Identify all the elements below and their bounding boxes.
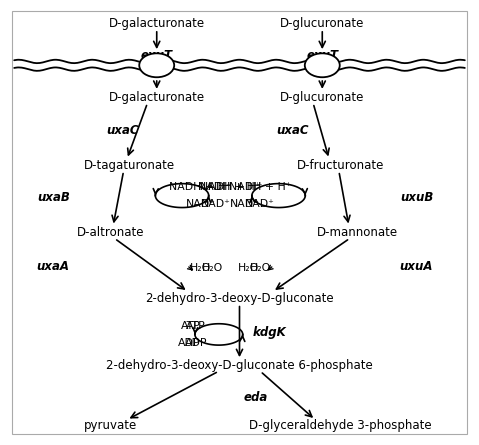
Text: pyruvate: pyruvate (84, 419, 137, 433)
Text: NAD⁺: NAD⁺ (185, 199, 216, 209)
Text: H₂O: H₂O (238, 263, 259, 273)
Ellipse shape (305, 53, 340, 77)
Text: uxaA: uxaA (37, 260, 70, 273)
Text: ATP: ATP (181, 321, 200, 331)
Text: kdgK: kdgK (252, 326, 286, 339)
Text: uxaB: uxaB (37, 191, 70, 204)
Text: D-altronate: D-altronate (77, 226, 145, 239)
Text: D-mannonate: D-mannonate (317, 226, 398, 239)
Text: H₂O: H₂O (202, 263, 223, 273)
Text: D-tagaturonate: D-tagaturonate (83, 159, 175, 172)
Text: D-glyceraldehyde 3-phosphate: D-glyceraldehyde 3-phosphate (250, 419, 432, 433)
Text: 2-dehydro-3-deoxy-D-gluconate 6-phosphate: 2-dehydro-3-deoxy-D-gluconate 6-phosphat… (106, 359, 373, 372)
Text: D-galacturonate: D-galacturonate (109, 91, 205, 104)
Text: H₂O: H₂O (190, 263, 211, 273)
Text: NAD⁺: NAD⁺ (230, 199, 260, 209)
Text: ADP: ADP (178, 338, 200, 348)
Text: D-galacturonate: D-galacturonate (109, 17, 205, 30)
Text: uxuA: uxuA (400, 260, 433, 273)
Text: 2-dehydro-3-deoxy-D-gluconate: 2-dehydro-3-deoxy-D-gluconate (145, 292, 334, 305)
Text: uxaC: uxaC (106, 124, 138, 137)
Text: NADH + H⁺: NADH + H⁺ (229, 182, 291, 193)
Text: D-fructuronate: D-fructuronate (297, 159, 384, 172)
Text: NADH + H⁺: NADH + H⁺ (169, 182, 232, 193)
Text: exuT: exuT (306, 49, 338, 62)
Text: NADH + H⁺: NADH + H⁺ (200, 182, 263, 193)
Text: exuT: exuT (141, 49, 173, 62)
Text: ADP: ADP (184, 338, 207, 348)
Text: D-glucuronate: D-glucuronate (280, 17, 365, 30)
Text: ATP: ATP (186, 321, 205, 331)
Text: D-glucuronate: D-glucuronate (280, 91, 365, 104)
Text: NADH + H⁺: NADH + H⁺ (198, 182, 260, 193)
Text: eda: eda (243, 391, 268, 404)
Text: H₂O: H₂O (250, 263, 271, 273)
Text: uxuB: uxuB (400, 191, 433, 204)
Text: NAD⁺: NAD⁺ (245, 199, 275, 209)
Text: uxaC: uxaC (276, 124, 308, 137)
Text: NAD⁺: NAD⁺ (200, 199, 230, 209)
Ellipse shape (139, 53, 174, 77)
